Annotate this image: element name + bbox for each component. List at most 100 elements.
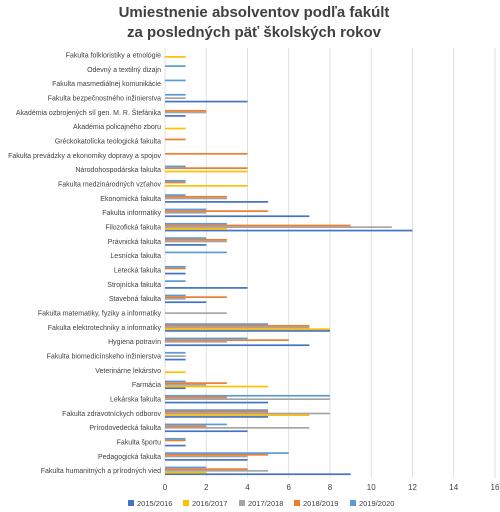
bar xyxy=(165,387,186,390)
legend-swatch xyxy=(239,500,245,506)
bar xyxy=(165,56,186,58)
bar xyxy=(165,414,310,417)
bars xyxy=(165,56,413,476)
category-label: Akadémia policajného zboru xyxy=(73,124,161,131)
category-label: Farmácia xyxy=(132,382,161,389)
bar xyxy=(165,380,186,383)
bar xyxy=(165,398,330,401)
chart-title-line-2: za posledných päť školských rokov xyxy=(127,24,382,41)
category-label: Strojnícka fakulta xyxy=(107,282,161,289)
bar xyxy=(165,100,248,103)
legend-label: 2016/2017 xyxy=(192,499,227,508)
legend-swatch xyxy=(128,500,134,506)
bar xyxy=(165,222,227,225)
category-label: Fakulta humanitných a prírodných vied xyxy=(41,468,161,475)
category-label: Hygiena potravín xyxy=(108,339,161,346)
bar xyxy=(165,185,248,187)
legend-swatch xyxy=(294,500,300,506)
bar xyxy=(165,344,310,347)
x-tick-label: 10 xyxy=(367,483,376,492)
category-label: Lesnícka fakulta xyxy=(110,253,161,260)
bar xyxy=(165,412,330,415)
bar xyxy=(165,170,248,173)
bar xyxy=(165,296,227,298)
legend-label: 2019/2020 xyxy=(359,499,394,508)
bar xyxy=(165,337,248,340)
category-label: Fakulta informatiky xyxy=(102,210,161,217)
bar xyxy=(165,437,186,440)
x-tick-label: 6 xyxy=(287,483,292,492)
bar xyxy=(165,65,186,67)
category-label: Fakulta masmediálnej komunikácie xyxy=(52,81,161,88)
bar xyxy=(165,93,186,96)
category-label: Fakulta medzinárodných vzťahov xyxy=(58,182,162,189)
bar xyxy=(165,426,310,429)
category-label: Ekonomická fakulta xyxy=(100,196,161,203)
bar xyxy=(165,111,207,114)
bar xyxy=(165,244,207,246)
bar xyxy=(165,211,207,214)
bar xyxy=(165,226,392,229)
bar xyxy=(165,165,186,168)
bar xyxy=(165,210,269,212)
bar xyxy=(165,265,186,268)
bar xyxy=(165,409,269,411)
x-tick-label: 4 xyxy=(245,483,250,492)
x-tick-label: 14 xyxy=(449,483,458,492)
bar xyxy=(165,127,186,130)
bar xyxy=(165,401,269,404)
bar xyxy=(165,251,227,254)
bar xyxy=(165,301,207,304)
x-tick-label: 2 xyxy=(204,483,209,492)
bar xyxy=(165,328,330,331)
bar xyxy=(165,468,248,470)
category-label: Odevný a textilný dizajn xyxy=(87,67,161,74)
category-label: Fakulta folkloristiky a etnológie xyxy=(66,53,161,60)
bar xyxy=(165,109,207,112)
x-tick-label: 16 xyxy=(491,483,500,492)
bar xyxy=(165,323,269,325)
category-label: Prírodovedecká fakulta xyxy=(89,425,161,432)
chart-title-line-1: Umiestnenie absolventov podľa fakúlt xyxy=(119,4,390,21)
bar xyxy=(165,469,269,472)
bar xyxy=(165,425,207,427)
legend-swatch xyxy=(183,500,189,506)
category-labels: Fakulta folkloristiky a etnológie Odevný … xyxy=(8,53,161,476)
bar xyxy=(165,355,186,358)
category-label: Fakulta zdravotníckych odborov xyxy=(62,411,161,418)
category-label: Lekárska fakulta xyxy=(110,397,161,404)
category-label: Národohospodárska fakulta xyxy=(75,167,161,174)
bar xyxy=(165,240,227,243)
bar xyxy=(165,229,413,232)
category-label: Filozofická fakulta xyxy=(105,225,161,232)
bar xyxy=(165,473,351,476)
x-axis-tick-labels: 0 2 4 6 8 10 12 14 16 xyxy=(163,483,500,492)
bar xyxy=(165,394,330,397)
bar xyxy=(165,452,289,454)
bar xyxy=(165,195,227,198)
bar xyxy=(165,312,227,315)
category-label: Fakulta prevádzky a ekonomiky dopravy a … xyxy=(8,153,161,160)
category-label: Letecká fakulta xyxy=(114,268,161,275)
bar xyxy=(165,330,330,332)
bar xyxy=(165,358,186,361)
bar xyxy=(165,237,207,239)
x-tick-label: 12 xyxy=(408,483,417,492)
bar xyxy=(165,423,227,426)
category-label: Pedagogická fakulta xyxy=(98,454,161,461)
gridlines xyxy=(164,48,496,478)
bar xyxy=(165,459,248,461)
bar xyxy=(165,197,227,200)
bar xyxy=(165,97,186,100)
bar xyxy=(165,181,186,184)
bar xyxy=(165,339,289,341)
bar xyxy=(165,382,227,384)
bar xyxy=(165,201,269,203)
bar xyxy=(165,272,186,275)
bar xyxy=(165,396,227,399)
bar xyxy=(165,455,248,458)
legend-label: 2017/2018 xyxy=(248,499,283,508)
bar xyxy=(165,410,269,413)
x-tick-label: 8 xyxy=(328,483,333,492)
category-label: Fakulta matematiky, fyziky a informatiky xyxy=(38,311,162,318)
